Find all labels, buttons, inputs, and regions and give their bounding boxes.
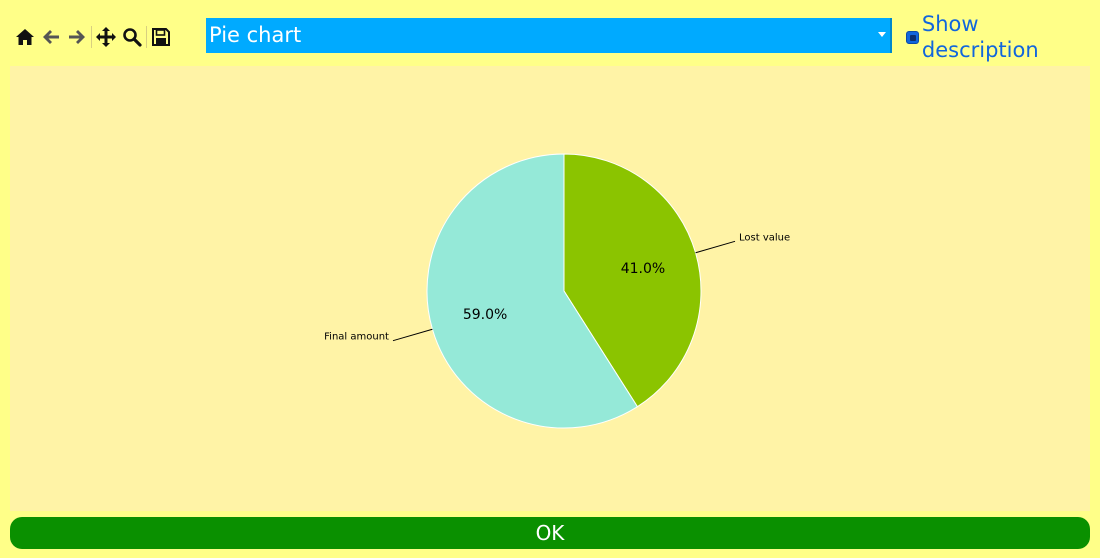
toolbar-separator: [91, 26, 92, 48]
home-button[interactable]: [12, 24, 38, 50]
pan-button[interactable]: [93, 24, 119, 50]
slice-percent-label: 59.0%: [463, 307, 507, 323]
zoom-button[interactable]: [119, 24, 145, 50]
ok-button-label: OK: [535, 521, 565, 545]
show-description-toggle[interactable]: Show description: [906, 12, 1100, 62]
leader-line: [392, 328, 433, 342]
pie-slice: [426, 153, 639, 429]
pan-icon: [96, 27, 116, 47]
back-button[interactable]: [38, 24, 64, 50]
show-description-label: Show description: [921, 12, 1039, 62]
toolbar: Pie chart Show description: [0, 0, 1100, 68]
slice-name-label: Lost value: [739, 232, 790, 243]
home-icon: [16, 29, 34, 45]
save-button[interactable]: [148, 24, 174, 50]
chart-canvas: 41.0% Lost value 59.0% Final amount: [10, 66, 1090, 511]
show-description-checkbox[interactable]: [906, 30, 919, 44]
slice-percent-label: 41.0%: [621, 261, 665, 277]
save-icon: [152, 28, 170, 46]
chevron-down-icon: [878, 32, 886, 37]
forward-arrow-icon: [69, 30, 85, 44]
forward-button[interactable]: [64, 24, 90, 50]
pie-slice: [563, 153, 702, 408]
zoom-icon: [123, 28, 142, 47]
chart-type-value: Pie chart: [209, 23, 302, 47]
chart-type-select[interactable]: Pie chart: [206, 18, 892, 53]
back-arrow-icon: [43, 30, 59, 44]
leader-line: [695, 240, 736, 254]
tool-icons: [12, 24, 174, 50]
ok-button[interactable]: OK: [10, 517, 1090, 549]
slice-name-label: Final amount: [324, 332, 389, 343]
pie-chart: 41.0% Lost value 59.0% Final amount: [324, 153, 790, 429]
toolbar-separator: [146, 26, 147, 48]
